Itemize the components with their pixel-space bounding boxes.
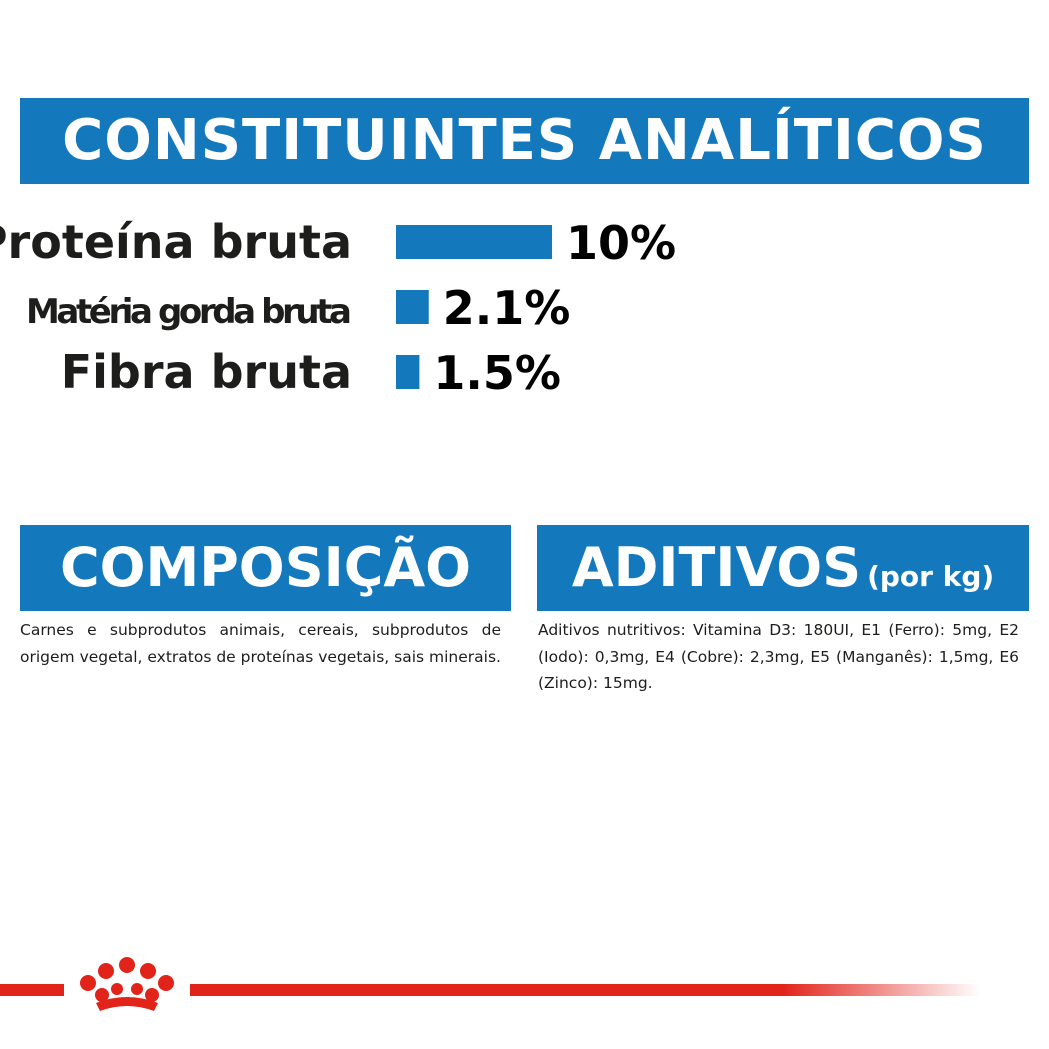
value-label: 10% [566, 216, 676, 270]
composition-text: Carnes e subprodutos animais, cereais, s… [20, 621, 501, 666]
additives-title: ADITIVOS [571, 536, 862, 599]
nutrient-bar-chart-svg: Proteína bruta 10% Matéria gorda bruta 2.1%… [0, 215, 676, 400]
value-label: 2.1% [443, 281, 571, 335]
category-label: Matéria gorda bruta [26, 292, 352, 332]
bar [396, 290, 429, 324]
additives-subtitle: (por kg) [867, 560, 995, 593]
royal-canin-crown-icon [80, 957, 174, 1011]
category-label: Fibra bruta [61, 345, 352, 399]
analytical-constituents-banner: CONSTITUINTES ANALÍTICOS [20, 98, 1029, 184]
category-label: Proteína bruta [0, 215, 352, 269]
brand-footer-svg [0, 957, 980, 1011]
bar [396, 355, 420, 389]
composition-title: COMPOSIÇÃO [59, 536, 472, 599]
additives-text: Aditivos nutritivos: Vitamina D3: 180UI,… [538, 621, 1019, 692]
footer-line-right [190, 984, 980, 996]
bar [396, 225, 552, 259]
additives-banner: ADITIVOS (por kg) [537, 525, 1029, 611]
composition-banner: COMPOSIÇÃO [20, 525, 511, 611]
value-label: 1.5% [433, 346, 561, 400]
brand-footer [0, 945, 1049, 1015]
footer-line-left [0, 984, 64, 996]
analytical-constituents-title: CONSTITUINTES ANALÍTICOS [62, 108, 987, 173]
nutrient-bar-chart: Proteína bruta 10% Matéria gorda bruta 2.1%… [0, 200, 1049, 420]
